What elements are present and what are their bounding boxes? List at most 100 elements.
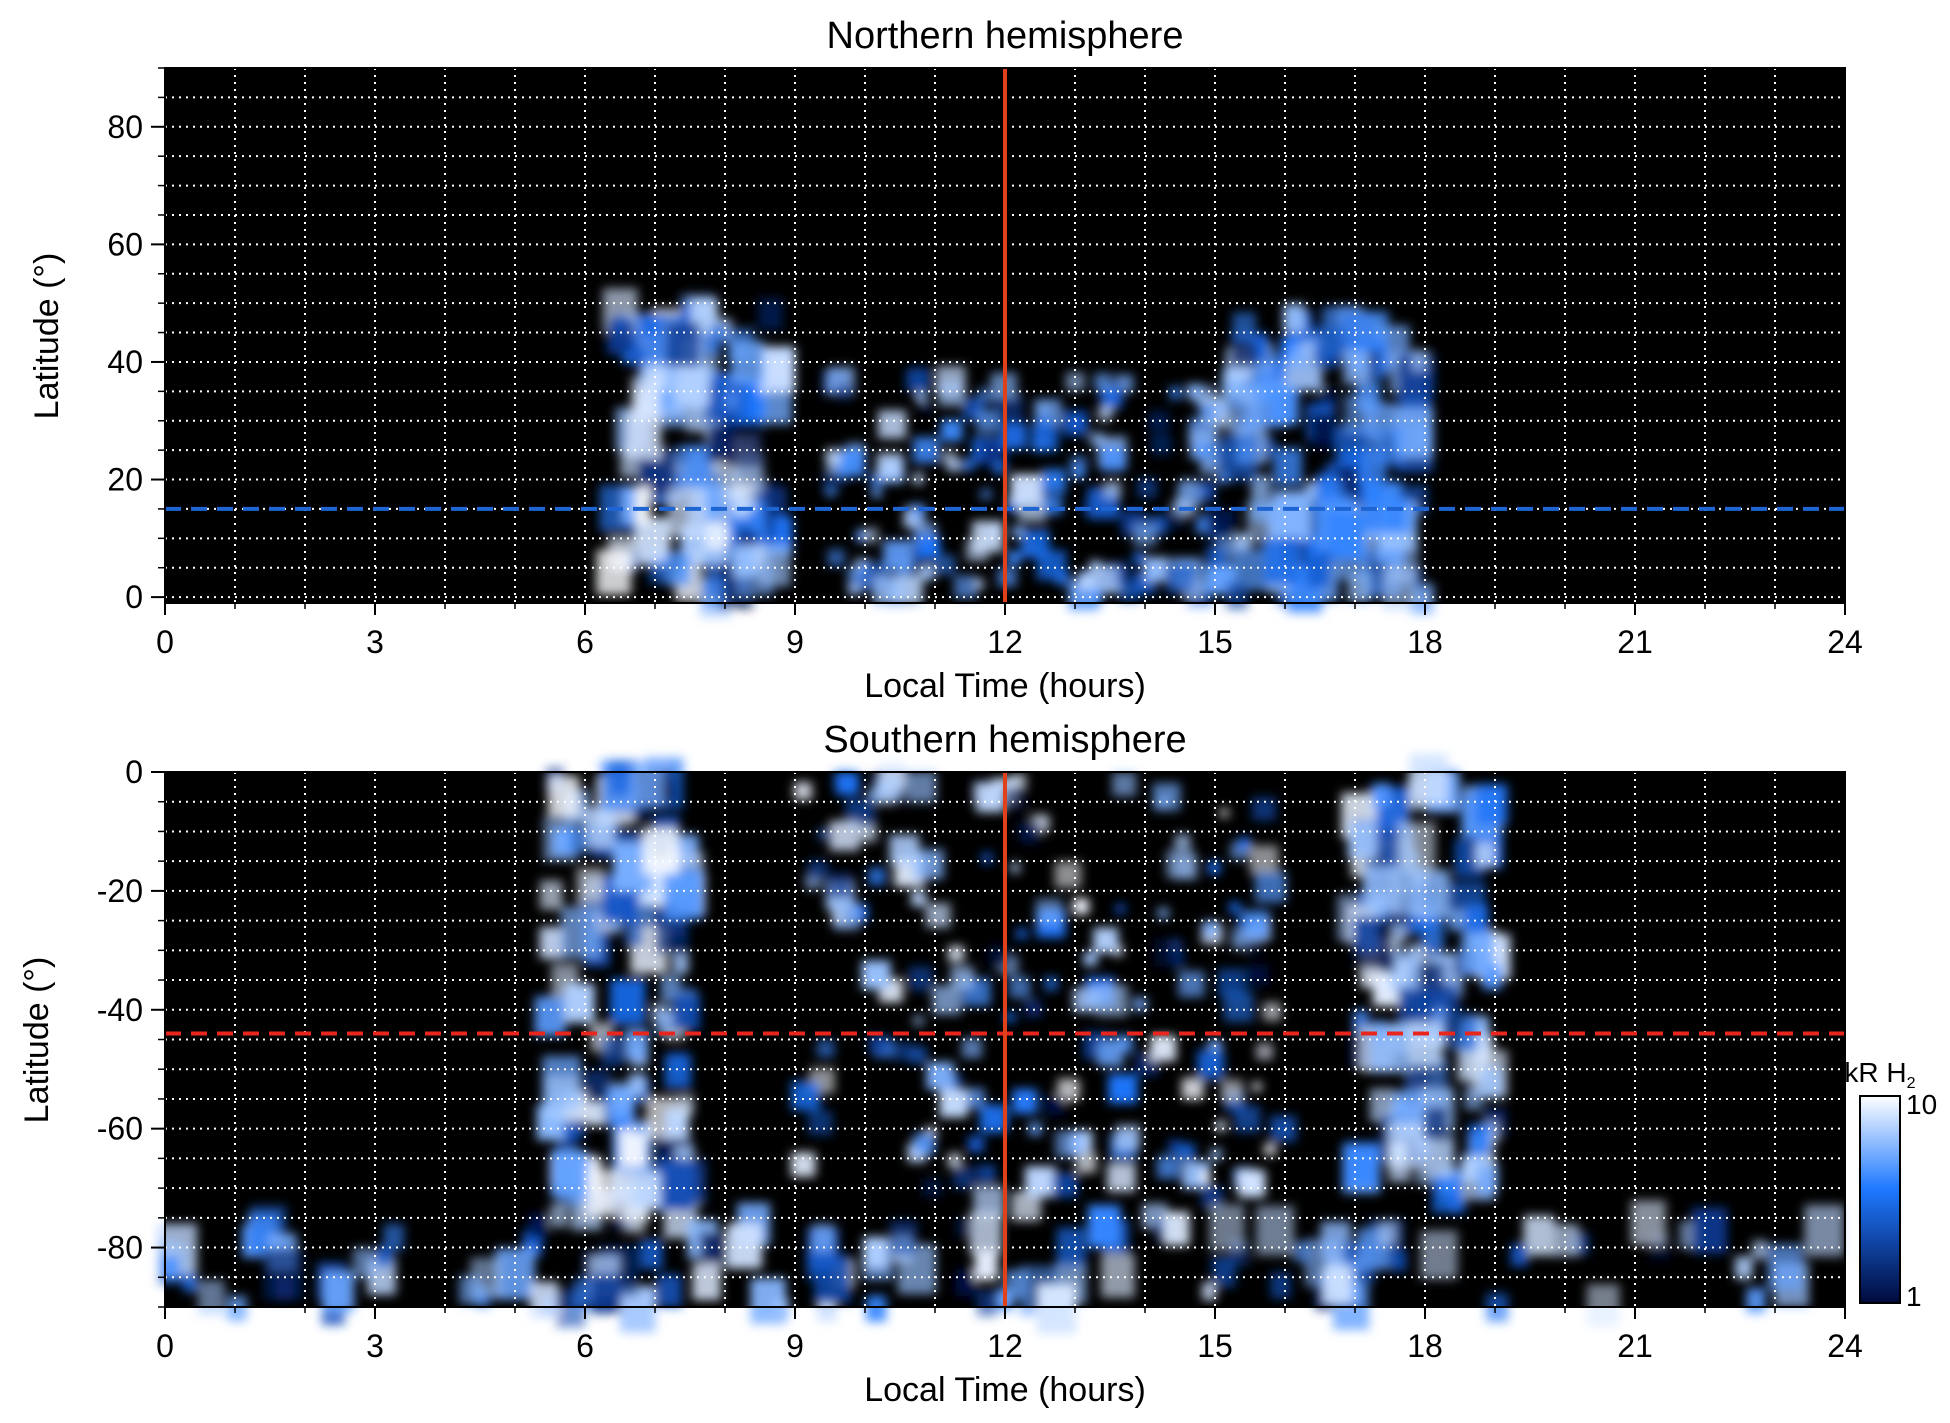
emission-cell — [1012, 1088, 1038, 1114]
emission-cell — [1226, 581, 1248, 610]
emission-cell — [663, 868, 703, 920]
emission-cell — [727, 422, 764, 469]
x-tick-label: 15 — [1197, 624, 1233, 660]
emission-cell — [376, 1246, 393, 1268]
emission-cell — [1009, 862, 1021, 873]
emission-cell — [672, 994, 701, 1031]
emission-cell — [794, 782, 812, 801]
emission-cell — [1256, 1043, 1273, 1060]
emission-cell — [1007, 551, 1021, 565]
emission-cell — [1173, 855, 1198, 880]
emission-cell — [611, 1081, 634, 1111]
emission-cell — [1199, 456, 1219, 476]
emission-cell — [1083, 952, 1098, 966]
emission-cell — [1041, 468, 1066, 494]
emission-cell — [859, 824, 877, 842]
emission-cell — [1221, 1079, 1243, 1102]
emission-cell — [1273, 447, 1303, 486]
x-tick-label: 12 — [987, 1328, 1023, 1364]
emission-cell — [1228, 901, 1241, 914]
emission-cell — [1510, 1243, 1529, 1267]
emission-cell — [1252, 796, 1276, 821]
emission-cell — [1423, 1107, 1448, 1140]
emission-cell — [1210, 1148, 1223, 1161]
emission-cell — [877, 775, 903, 801]
emission-cell — [863, 527, 879, 543]
emission-cell — [912, 1014, 925, 1027]
emission-cell — [772, 1298, 789, 1319]
emission-cell — [1024, 1000, 1042, 1018]
emission-cell — [961, 1037, 983, 1059]
emission-cell — [1734, 1256, 1753, 1280]
emission-cell — [816, 1039, 835, 1058]
emission-cell — [1691, 1207, 1727, 1254]
emission-cell — [837, 448, 865, 477]
emission-cell — [547, 775, 580, 817]
emission-cell — [1746, 1288, 1766, 1313]
y-tick-label: -60 — [97, 1111, 143, 1147]
emission-cell — [925, 903, 951, 928]
emission-cell — [352, 1247, 377, 1278]
emission-cell — [700, 1232, 727, 1267]
emission-cell — [1283, 303, 1306, 333]
x-tick-label: 6 — [576, 624, 594, 660]
emission-cell — [1363, 866, 1398, 913]
emission-cell — [664, 1054, 692, 1090]
emission-cell — [974, 1250, 998, 1281]
emission-cell — [530, 1281, 559, 1319]
emission-cell — [1263, 1002, 1282, 1021]
emission-cell — [676, 363, 710, 405]
emission-cell — [1353, 1009, 1369, 1031]
emission-cell — [1475, 842, 1495, 868]
y-tick-label: 40 — [107, 344, 143, 380]
colorbar-min-label: 1 — [1906, 1281, 1922, 1312]
emission-cell — [1424, 1140, 1453, 1178]
emission-cell — [1362, 447, 1388, 480]
emission-cell — [1096, 984, 1128, 1017]
emission-cell — [953, 1166, 976, 1189]
emission-cell — [1197, 1054, 1225, 1082]
emission-cell — [1479, 1067, 1504, 1099]
emission-cell — [1150, 1035, 1177, 1062]
emission-cell — [1072, 467, 1085, 480]
emission-cell — [861, 960, 891, 990]
emission-cell — [1016, 928, 1028, 940]
emission-cell — [1249, 845, 1279, 875]
emission-cell — [1586, 1284, 1620, 1327]
emission-cell — [1165, 563, 1196, 595]
emission-cell — [807, 859, 828, 880]
emission-cell — [916, 535, 941, 559]
emission-cell — [1228, 388, 1257, 426]
emission-cell — [905, 771, 937, 803]
emission-cell — [912, 437, 940, 464]
emission-cell — [1019, 821, 1041, 843]
emission-cell — [692, 1263, 721, 1301]
emission-cell — [748, 396, 767, 420]
emission-cell — [1137, 478, 1157, 498]
emission-cell — [726, 1222, 763, 1269]
emission-cell — [648, 561, 666, 584]
emission-cell — [1232, 312, 1256, 343]
emission-cell — [672, 952, 689, 974]
emission-cell — [679, 444, 713, 487]
emission-cell — [1343, 1141, 1379, 1187]
x-tick-label: 18 — [1407, 624, 1443, 660]
colorbar-max-label: 10 — [1906, 1089, 1937, 1120]
emission-cell — [855, 530, 868, 542]
emission-cell — [630, 761, 665, 807]
x-tick-label: 3 — [366, 1328, 384, 1364]
emission-cell — [624, 1029, 649, 1060]
emission-cell — [1069, 415, 1086, 432]
y-tick-label: -20 — [97, 873, 143, 909]
emission-cell — [1247, 964, 1269, 986]
emission-cell — [640, 1239, 663, 1269]
emission-cell — [1132, 552, 1146, 565]
emission-cell — [1263, 1143, 1277, 1156]
emission-cell — [549, 1203, 568, 1228]
emission-cell — [872, 574, 903, 606]
emission-cell — [322, 1271, 355, 1313]
emission-cell — [566, 826, 589, 855]
emission-cell — [1054, 1130, 1083, 1159]
emission-cell — [550, 1150, 588, 1198]
emission-cell — [976, 387, 992, 403]
